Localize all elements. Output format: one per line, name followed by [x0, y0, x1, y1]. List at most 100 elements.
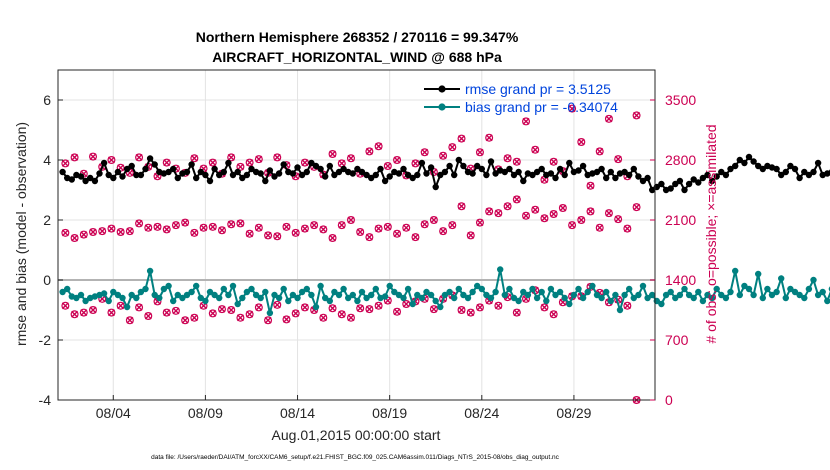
obs-assimilated-marker [384, 223, 392, 231]
rmse-point [478, 165, 485, 173]
obs-assimilated-marker [329, 234, 337, 242]
bias-point [778, 275, 785, 282]
obs-assimilated-marker [255, 303, 263, 311]
obs-possible-marker [181, 316, 190, 325]
obs-possible-marker [494, 301, 503, 310]
obs-assimilated-marker [71, 310, 79, 318]
obs-assimilated-marker [623, 302, 631, 310]
bias-point [133, 294, 140, 302]
bias-point [483, 291, 490, 299]
obs-possible-marker [540, 303, 549, 312]
rmse-point [234, 168, 241, 176]
bias-point [146, 267, 154, 275]
bias-point [460, 291, 467, 299]
obs-assimilated-marker [402, 224, 410, 232]
obs-assimilated-marker [605, 209, 613, 217]
bias-point [469, 288, 476, 296]
rmse-point [266, 167, 274, 174]
bias-point [685, 291, 693, 299]
rmse-point [630, 165, 637, 173]
obs-assimilated-marker [347, 216, 355, 224]
right-y-axis-ticks: 0 700 1400 2100 2800 3500 [650, 92, 696, 408]
bias-point [114, 291, 122, 299]
bias-point [317, 282, 324, 290]
bias-point [547, 285, 555, 293]
bias-point [791, 288, 799, 296]
bias-point [216, 294, 223, 302]
obs-possible-marker [522, 117, 531, 126]
obs-possible-marker [254, 303, 263, 312]
obs-assimilated-marker [246, 159, 254, 167]
rmse-point [561, 171, 568, 179]
bias-point [529, 285, 536, 293]
bias-point [649, 291, 656, 299]
obs-possible-marker [61, 159, 70, 168]
bias-point [303, 285, 310, 293]
obs-possible-marker [328, 150, 337, 159]
bias-point [727, 288, 734, 296]
bias-point [773, 288, 780, 296]
rmse-point [782, 168, 789, 176]
rmse-point [377, 165, 384, 173]
obs-possible-marker [190, 154, 199, 163]
rmse-point [741, 159, 748, 167]
bias-point [801, 294, 808, 302]
obs-possible-marker [540, 214, 549, 223]
y-right-tick-label: 2800 [665, 152, 696, 168]
obs-assimilated-marker [190, 314, 198, 322]
obs-assimilated-marker [255, 155, 263, 163]
rmse-point [188, 161, 195, 168]
obs-assimilated-marker [531, 146, 539, 154]
obs-assimilated-marker [117, 228, 125, 236]
obs-possible-marker [89, 152, 98, 161]
rmse-point [340, 165, 347, 173]
bias-point [349, 291, 356, 299]
rmse-point [128, 162, 135, 170]
obs-assimilated-marker [61, 302, 69, 310]
obs-assimilated-marker [154, 223, 161, 231]
obs-assimilated-marker [513, 309, 521, 317]
obs-assimilated-marker [264, 316, 272, 324]
rmse-point [119, 173, 126, 180]
obs-assimilated-marker [587, 207, 595, 215]
obs-possible-marker [135, 153, 144, 162]
rmse-point [298, 171, 306, 179]
obs-assimilated-marker [356, 304, 364, 312]
rmse-point [59, 168, 66, 176]
rmse-point [639, 177, 647, 185]
rmse-point [294, 164, 301, 171]
obs-possible-marker [356, 228, 365, 237]
bias-point [119, 294, 126, 302]
bias-point [322, 294, 329, 302]
rmse-point [667, 185, 674, 192]
bias-point [455, 285, 462, 293]
obs-assimilated-marker [135, 219, 143, 227]
bias-point [345, 294, 352, 302]
bias-point [741, 282, 748, 290]
obs-possible-marker [632, 203, 641, 212]
obs-assimilated-marker [430, 305, 438, 313]
x-tick-label: 08/19 [372, 405, 407, 421]
bias-point [819, 288, 826, 296]
obs-possible-marker [79, 230, 88, 239]
obs-possible-marker [365, 147, 374, 156]
obs-assimilated-marker [633, 203, 641, 211]
obs-possible-marker [604, 114, 613, 123]
bias-point [335, 291, 343, 299]
obs-possible-marker [125, 316, 134, 325]
obs-assimilated-marker [135, 303, 143, 311]
obs-possible-marker [429, 305, 438, 314]
obs-possible-marker [549, 310, 558, 319]
obs-possible-marker [245, 158, 254, 167]
bias-point [699, 297, 707, 305]
obs-assimilated-marker [577, 216, 585, 224]
obs-possible-marker [531, 205, 540, 214]
legend-bias-label: bias grand pr = -0.34074 [465, 99, 618, 115]
obs-possible-marker [549, 157, 558, 166]
rmse-point [676, 177, 684, 185]
obs-possible-marker [439, 227, 448, 236]
obs-possible-marker [531, 145, 540, 154]
bias-point [510, 294, 518, 302]
obs-assimilated-marker [246, 310, 254, 318]
